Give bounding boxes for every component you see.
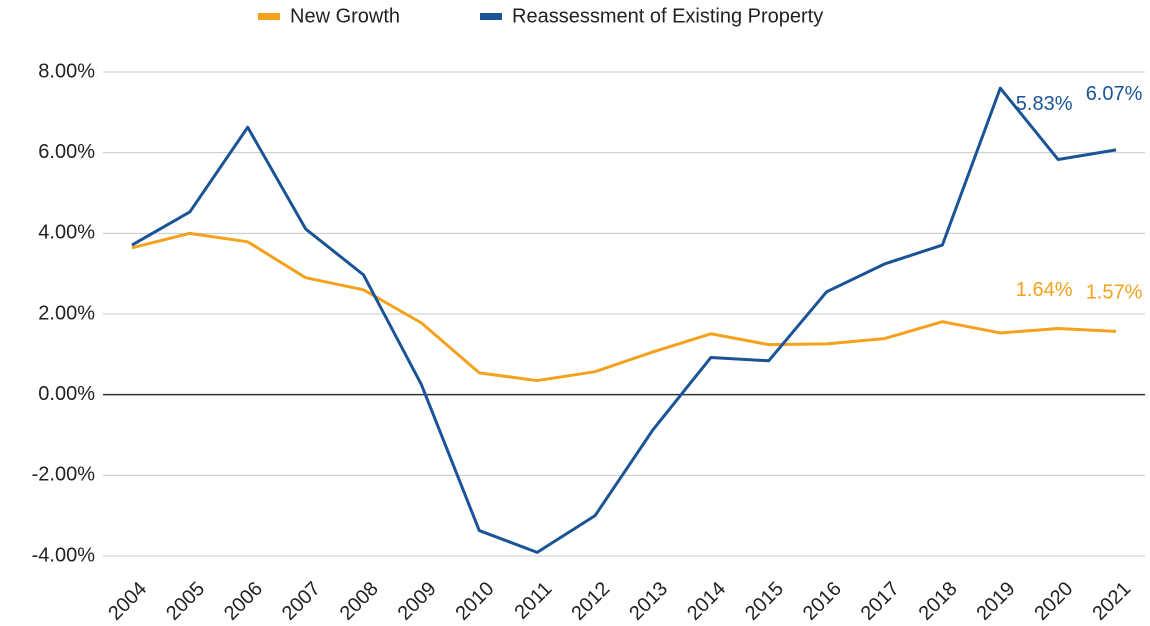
- y-tick-label: -4.00%: [32, 544, 96, 566]
- x-tick-label: 2020: [1030, 578, 1077, 625]
- x-tick-label: 2006: [220, 578, 267, 625]
- legend-swatch: [258, 13, 280, 20]
- data-label: 1.64%: [1016, 279, 1073, 301]
- y-tick-label: 4.00%: [38, 222, 95, 244]
- x-tick-label: 2008: [336, 578, 383, 625]
- y-tick-label: 2.00%: [38, 302, 95, 324]
- legend-label: Reassessment of Existing Property: [512, 5, 823, 27]
- data-label: 5.83%: [1016, 93, 1073, 115]
- x-tick-label: 2012: [567, 578, 614, 625]
- x-tick-label: 2009: [394, 578, 441, 625]
- x-tick-label: 2019: [973, 578, 1020, 625]
- x-tick-label: 2018: [915, 578, 962, 625]
- x-tick-label: 2021: [1088, 578, 1135, 625]
- y-tick-label: 0.00%: [38, 383, 95, 405]
- data-label: 6.07%: [1086, 83, 1143, 105]
- x-tick-label: 2017: [857, 578, 904, 625]
- x-tick-label: 2004: [104, 578, 151, 625]
- line-series: [131, 231, 1117, 383]
- x-tick-label: 2010: [452, 578, 499, 625]
- legend-swatch: [480, 13, 502, 20]
- x-tick-label: 2011: [510, 578, 556, 624]
- x-tick-label: 2014: [683, 578, 730, 625]
- x-tick-label: 2007: [278, 578, 325, 625]
- x-tick-label: 2016: [799, 578, 846, 625]
- data-label: 1.57%: [1086, 282, 1143, 304]
- y-tick-label: -2.00%: [32, 464, 96, 486]
- legend-label: New Growth: [290, 5, 400, 27]
- x-tick-label: 2005: [162, 578, 209, 625]
- x-tick-label: 2013: [625, 578, 672, 625]
- y-tick-label: 6.00%: [38, 141, 95, 163]
- x-tick-label: 2015: [741, 578, 788, 625]
- line-series: [131, 86, 1117, 554]
- y-tick-label: 8.00%: [38, 60, 95, 82]
